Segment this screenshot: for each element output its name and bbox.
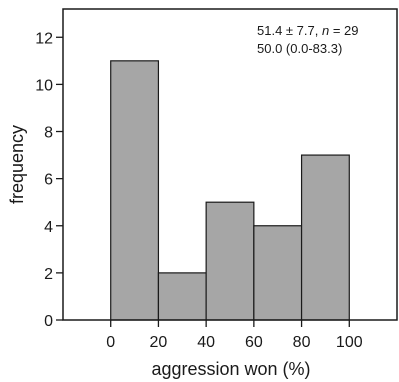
y-tick-label: 10 (35, 77, 53, 94)
y-tick-label: 8 (44, 125, 53, 142)
bars-group (110, 60, 350, 321)
x-tick-label: 60 (245, 334, 263, 351)
stat-mean-sd: 51.4 ± 7.7, (257, 23, 322, 38)
y-axis-title: frequency (7, 125, 27, 204)
x-axis-ticks: 0 20 40 60 80 100 (106, 320, 363, 351)
y-tick-label: 6 (44, 172, 53, 189)
y-tick-label: 4 (44, 219, 53, 236)
histogram-bar-20-40 (157, 272, 207, 321)
y-tick-label: 12 (35, 30, 53, 47)
plot-frame (62, 8, 398, 321)
y-axis-ticks: 0 2 4 6 8 10 12 (35, 30, 63, 330)
x-tick-label: 0 (106, 334, 115, 351)
stat-n-symbol: n (322, 23, 329, 38)
summary-stat-median: 50.0 (0.0-83.3) (257, 41, 342, 56)
x-axis-title: aggression won (%) (151, 359, 310, 379)
histogram-bar-80-100 (300, 154, 350, 321)
summary-stat-mean: 51.4 ± 7.7, n = 29 (257, 23, 358, 38)
x-tick-label: 80 (293, 334, 311, 351)
x-tick-label: 40 (197, 334, 215, 351)
histogram-bar-0-20 (110, 60, 160, 321)
x-tick-label: 20 (150, 334, 168, 351)
x-tick-label: 100 (336, 334, 363, 351)
stat-n-value: = 29 (329, 23, 358, 38)
y-tick-label: 2 (44, 266, 53, 283)
histogram-bar-40-60 (205, 201, 255, 321)
y-tick-label: 0 (44, 313, 53, 330)
histogram-bar-60-80 (253, 225, 303, 321)
